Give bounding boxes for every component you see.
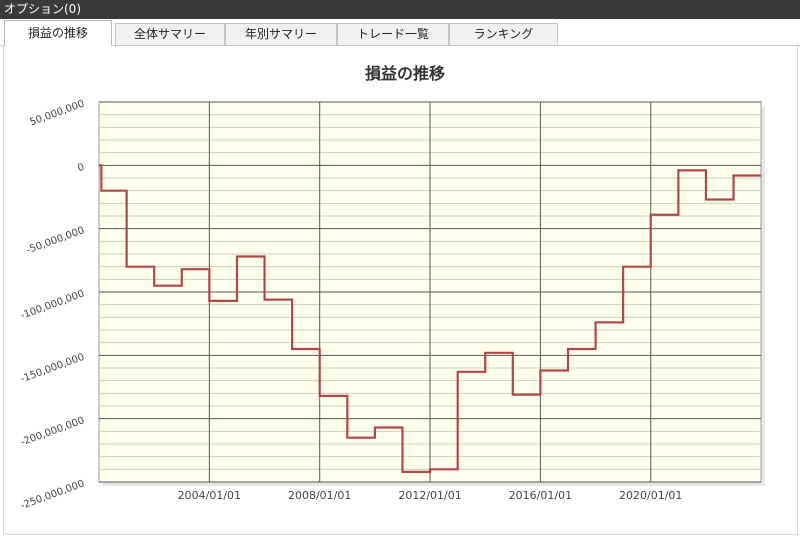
x-tick-label: 2004/01/01 xyxy=(178,489,241,502)
tab-overall-summary[interactable]: 全体サマリー xyxy=(115,23,225,45)
window-title: オプション(0) xyxy=(4,2,81,16)
chart-title: 損益の推移 xyxy=(365,64,445,83)
window-title-bar: オプション(0) xyxy=(0,0,800,19)
y-axis-tick-labels: 50,000,000 0 -50,000,000 -100,000,000 -150,0… xyxy=(19,98,86,511)
y-tick-label: 0 xyxy=(76,162,86,175)
major-grid xyxy=(99,101,761,483)
y-tick-label: -50,000,000 xyxy=(25,225,86,256)
tab-bar-divider xyxy=(0,45,800,46)
y-tick-label: -200,000,000 xyxy=(19,415,86,448)
tab-trade-list[interactable]: トレード一覧 xyxy=(337,23,449,45)
tab-ranking[interactable]: ランキング xyxy=(449,23,558,45)
y-tick-label: -250,000,000 xyxy=(19,478,86,511)
tab-profit-trend[interactable]: 損益の推移 xyxy=(4,20,112,46)
x-tick-label: 2020/01/01 xyxy=(619,489,682,502)
cumulative-profit-line xyxy=(99,164,761,473)
tab-yearly-summary[interactable]: 年別サマリー xyxy=(225,23,337,45)
x-tick-label: 2012/01/01 xyxy=(398,489,461,502)
x-tick-label: 2008/01/01 xyxy=(288,489,351,502)
y-tick-label: 50,000,000 xyxy=(28,98,86,128)
x-axis-tick-labels: 2004/01/01 2008/01/01 2012/01/01 2016/01/01… xyxy=(178,489,683,502)
profit-trend-chart: 50,000,000 0 -50,000,000 -100,000,000 -150,0… xyxy=(19,64,765,512)
x-tick-label: 2016/01/01 xyxy=(509,489,572,502)
y-tick-label: -100,000,000 xyxy=(19,288,86,321)
y-tick-label: -150,000,000 xyxy=(19,352,86,385)
